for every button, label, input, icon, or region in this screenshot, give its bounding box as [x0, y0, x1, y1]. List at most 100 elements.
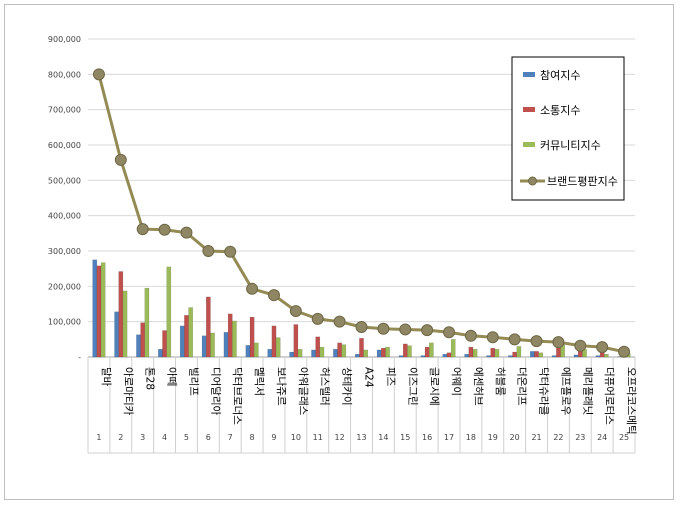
bar-community — [363, 349, 369, 358]
bar-participation — [551, 355, 557, 358]
category-label: 닥터슈라클 — [538, 367, 550, 416]
y-tick-label: 400,000 — [48, 212, 81, 221]
bar-communication — [424, 346, 430, 358]
bar-communication — [206, 296, 211, 358]
legend-label-brand: 브랜드평판지수 — [547, 175, 618, 188]
rank-label: 24 — [597, 433, 607, 442]
bar-communication — [315, 336, 321, 358]
rank-label: 2 — [118, 433, 123, 442]
category-label: 멜릭서 — [253, 367, 265, 396]
bar-participation — [573, 354, 579, 358]
bar-community — [450, 339, 456, 358]
brand-index-point — [574, 339, 587, 352]
bar-communication — [446, 352, 452, 358]
bar-participation — [530, 351, 535, 358]
bar-participation — [245, 345, 251, 358]
bar-communication — [140, 322, 146, 358]
brand-index-point — [355, 320, 368, 333]
category-label: 아로마티카 — [122, 367, 134, 416]
bar-communication — [534, 351, 539, 358]
chart-frame: - 100,000 200,000 300,000 400,000 500,000 600,… — [4, 4, 674, 500]
bar-communication — [359, 338, 364, 358]
bars — [92, 259, 631, 358]
bar-participation — [486, 355, 491, 358]
legend-swatch-communication — [523, 107, 535, 112]
category-label: 피즈 — [384, 367, 396, 387]
brand-index-point — [289, 305, 302, 318]
category-label: 보나쥬르 — [275, 367, 287, 406]
bar-participation — [311, 349, 316, 358]
category-label: 닥터브로너스 — [231, 367, 243, 425]
bar-participation — [223, 332, 229, 358]
legend-box — [511, 56, 625, 201]
y-tick-label: 900,000 — [48, 35, 81, 44]
brand-index-point — [486, 331, 499, 344]
rank-label: 19 — [488, 433, 498, 442]
rank-label: 6 — [206, 433, 211, 442]
category-label: 달바 — [100, 367, 112, 387]
bar-community — [188, 307, 193, 358]
rank-label: 3 — [140, 433, 145, 442]
category-label: 에프플로우 — [559, 367, 571, 416]
bar-community — [210, 332, 215, 358]
bar-participation — [289, 351, 294, 358]
legend-label-participation: 참여지수 — [540, 69, 580, 82]
rank-label: 20 — [510, 433, 520, 442]
brand-index-point — [180, 226, 193, 239]
y-tick-label: - — [78, 353, 81, 362]
brand-index-point — [136, 223, 149, 236]
brand-index-point — [202, 245, 215, 257]
bar-community — [275, 337, 281, 358]
rank-label: 13 — [356, 433, 366, 442]
bar-participation — [267, 349, 273, 358]
brand-index-point — [421, 324, 434, 337]
brand-index-point — [246, 282, 259, 295]
category-label: A24 — [363, 367, 375, 388]
bar-participation — [376, 349, 382, 358]
brand-index-point — [224, 245, 237, 258]
rank-label: 7 — [228, 433, 233, 442]
bar-communication — [402, 343, 408, 358]
bar-participation — [92, 259, 98, 358]
rank-label: 15 — [400, 433, 410, 442]
category-label: 아떼 — [166, 367, 178, 386]
bar-community — [429, 342, 434, 358]
rank-label: 1 — [96, 433, 101, 442]
category-label: 메리플래닛 — [581, 367, 593, 415]
y-tick-label: 600,000 — [48, 141, 81, 150]
bar-communication — [162, 330, 167, 358]
bar-community — [538, 352, 544, 358]
category-label: 허스텔러 — [319, 367, 331, 406]
bar-community — [232, 320, 237, 358]
bar-communication — [271, 325, 277, 358]
category-label: 더퓨어로터스 — [603, 367, 615, 425]
brand-index-point — [377, 322, 390, 335]
category-label: 아워글래스 — [297, 367, 310, 416]
bar-community — [385, 346, 390, 358]
category-label: 글로시에 — [428, 367, 440, 406]
bar-community — [516, 346, 522, 358]
category-label: 톤28 — [144, 367, 156, 390]
brand-index-point — [443, 326, 456, 339]
x-axis: 달바 아로마티카 톤28 아떼 빌리프 디어달리아 닥터브로너스 멜릭서 보나쥬르 아워글래스 허스… — [87, 357, 637, 454]
y-tick-label: 300,000 — [48, 247, 81, 256]
bar-community — [341, 344, 347, 358]
bar-community — [494, 349, 500, 358]
brand-index-point — [333, 315, 346, 328]
category-label: 오프라코스메틱 — [625, 367, 637, 435]
y-tick-label: 800,000 — [48, 70, 81, 79]
legend-swatch-community — [523, 142, 535, 147]
category-label: 디어달리아 — [209, 367, 221, 416]
bar-participation — [442, 353, 448, 358]
category-label: 샹테카이 — [341, 367, 353, 406]
rank-label: 23 — [575, 433, 585, 442]
y-tick-label: 700,000 — [48, 106, 81, 115]
bar-participation — [179, 325, 185, 358]
rank-label: 4 — [162, 433, 167, 442]
bar-communication — [490, 347, 496, 358]
bar-community — [100, 262, 106, 358]
bar-participation — [595, 355, 601, 358]
legend-label-communication: 소통지수 — [540, 104, 580, 117]
bar-communication — [512, 351, 517, 358]
bar-communication — [227, 313, 233, 358]
